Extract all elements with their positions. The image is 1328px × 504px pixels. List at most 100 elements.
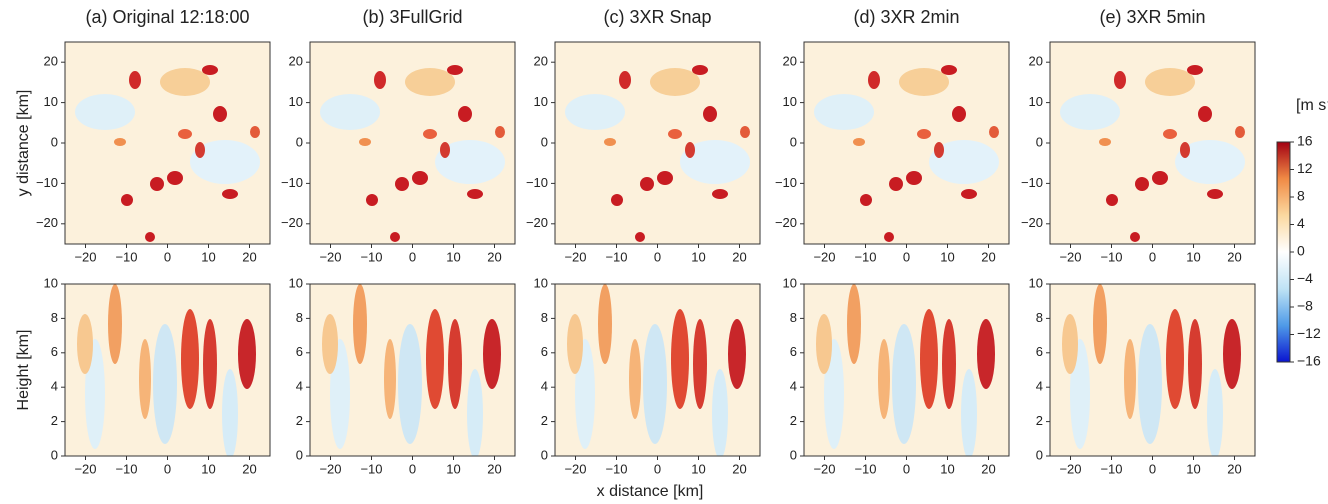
x-tick-label: −20 (319, 249, 341, 264)
y-tick-label: 6 (51, 344, 58, 359)
x-tick-label: −20 (564, 249, 586, 264)
y-tick-label: −10 (526, 175, 548, 190)
x-tick-label: −10 (115, 249, 137, 264)
x-tick-label: −10 (1100, 249, 1122, 264)
heatmap (555, 284, 760, 456)
heatmap-field (310, 284, 515, 456)
x-tick-label: 0 (164, 461, 171, 476)
y-tick-label: 10 (534, 275, 548, 290)
y-tick-label: −20 (775, 215, 797, 230)
x-tick-label: 10 (201, 461, 215, 476)
y-tick-label: 20 (783, 54, 797, 69)
y-tick-label: 10 (1029, 275, 1043, 290)
heatmap-field (555, 42, 760, 244)
y-tick-label: 0 (541, 447, 548, 462)
x-tick-label: 20 (487, 249, 501, 264)
heatmap-field (310, 42, 515, 244)
x-tick-label: 0 (654, 249, 661, 264)
y-tick-label: 0 (1036, 447, 1043, 462)
x-tick-label: 20 (732, 461, 746, 476)
x-tick-label: 10 (201, 249, 215, 264)
panel-title: (c) 3XR Snap (603, 7, 711, 27)
x-tick-label: 0 (903, 461, 910, 476)
y-tick-label: 10 (44, 275, 58, 290)
y-tick-label: 4 (1036, 379, 1043, 394)
x-tick-label: −10 (854, 461, 876, 476)
panel-title: (e) 3XR 5min (1099, 7, 1205, 27)
colorbar-tick-label: 8 (1297, 188, 1305, 204)
panel-title: (d) 3XR 2min (853, 7, 959, 27)
heatmap (1050, 284, 1255, 456)
x-tick-label: 20 (487, 461, 501, 476)
heatmap-field (804, 42, 1009, 244)
x-tick-label: −20 (813, 461, 835, 476)
y-tick-label: −20 (526, 215, 548, 230)
x-tick-label: 10 (1186, 249, 1200, 264)
colorbar-tick-label: −16 (1297, 353, 1321, 369)
x-tick-label: 10 (1186, 461, 1200, 476)
y-tick-label: 0 (541, 134, 548, 149)
heatmap-field (804, 284, 1009, 456)
y-tick-label: 0 (51, 134, 58, 149)
y-tick-label: 10 (44, 94, 58, 109)
heatmap (804, 284, 1009, 456)
x-tick-label: 0 (903, 249, 910, 264)
y-tick-label: 0 (296, 447, 303, 462)
x-tick-label: 10 (691, 249, 705, 264)
heatmap-field (65, 284, 270, 456)
y-tick-label: 6 (1036, 344, 1043, 359)
x-tick-label: −10 (854, 249, 876, 264)
y-tick-label: 20 (1029, 54, 1043, 69)
y-tick-label: 8 (541, 310, 548, 325)
y-tick-label: −20 (1021, 215, 1043, 230)
y-tick-label: 0 (790, 134, 797, 149)
y-tick-label: 10 (1029, 94, 1043, 109)
y-tick-label: −10 (36, 175, 58, 190)
y-tick-label: 20 (534, 54, 548, 69)
heatmap-field (1050, 42, 1255, 244)
x-tick-label: −20 (74, 461, 96, 476)
y-tick-label: 8 (296, 310, 303, 325)
y-tick-label: 0 (790, 447, 797, 462)
colorbar-tick-label: 16 (1297, 133, 1313, 149)
colorbar (1276, 141, 1291, 363)
y-tick-label: 20 (44, 54, 58, 69)
y-tick-label: 4 (296, 379, 303, 394)
colorbar-tick-label: 12 (1297, 160, 1313, 176)
y-tick-label: −10 (1021, 175, 1043, 190)
x-tick-label: 20 (242, 249, 256, 264)
y-axis-label: Height [km] (15, 330, 32, 411)
colorbar-tick-label: −4 (1297, 270, 1313, 286)
y-tick-label: 2 (296, 413, 303, 428)
y-tick-label: 6 (541, 344, 548, 359)
y-tick-label: 20 (289, 54, 303, 69)
x-tick-label: −20 (319, 461, 341, 476)
panel-title: (b) 3FullGrid (362, 7, 462, 27)
y-tick-label: 10 (783, 94, 797, 109)
y-tick-label: 0 (1036, 134, 1043, 149)
y-tick-label: 10 (783, 275, 797, 290)
x-tick-label: 20 (732, 249, 746, 264)
y-tick-label: 2 (51, 413, 58, 428)
y-tick-label: 10 (289, 275, 303, 290)
x-tick-label: 20 (981, 249, 995, 264)
x-tick-label: 10 (446, 461, 460, 476)
x-tick-label: 0 (409, 249, 416, 264)
y-tick-label: 4 (541, 379, 548, 394)
x-tick-label: 10 (940, 249, 954, 264)
x-tick-label: 20 (1227, 249, 1241, 264)
x-tick-label: −10 (605, 249, 627, 264)
heatmap (804, 42, 1009, 244)
x-tick-label: −10 (605, 461, 627, 476)
x-tick-label: −20 (74, 249, 96, 264)
y-tick-label: 8 (790, 310, 797, 325)
x-tick-label: 20 (981, 461, 995, 476)
y-tick-label: 8 (51, 310, 58, 325)
colorbar-tick-label: −12 (1297, 325, 1321, 341)
y-tick-label: −10 (281, 175, 303, 190)
x-tick-label: 0 (409, 461, 416, 476)
colorbar-label: [m s⁻¹] (1296, 97, 1328, 114)
y-tick-label: 6 (790, 344, 797, 359)
x-tick-label: 10 (691, 461, 705, 476)
